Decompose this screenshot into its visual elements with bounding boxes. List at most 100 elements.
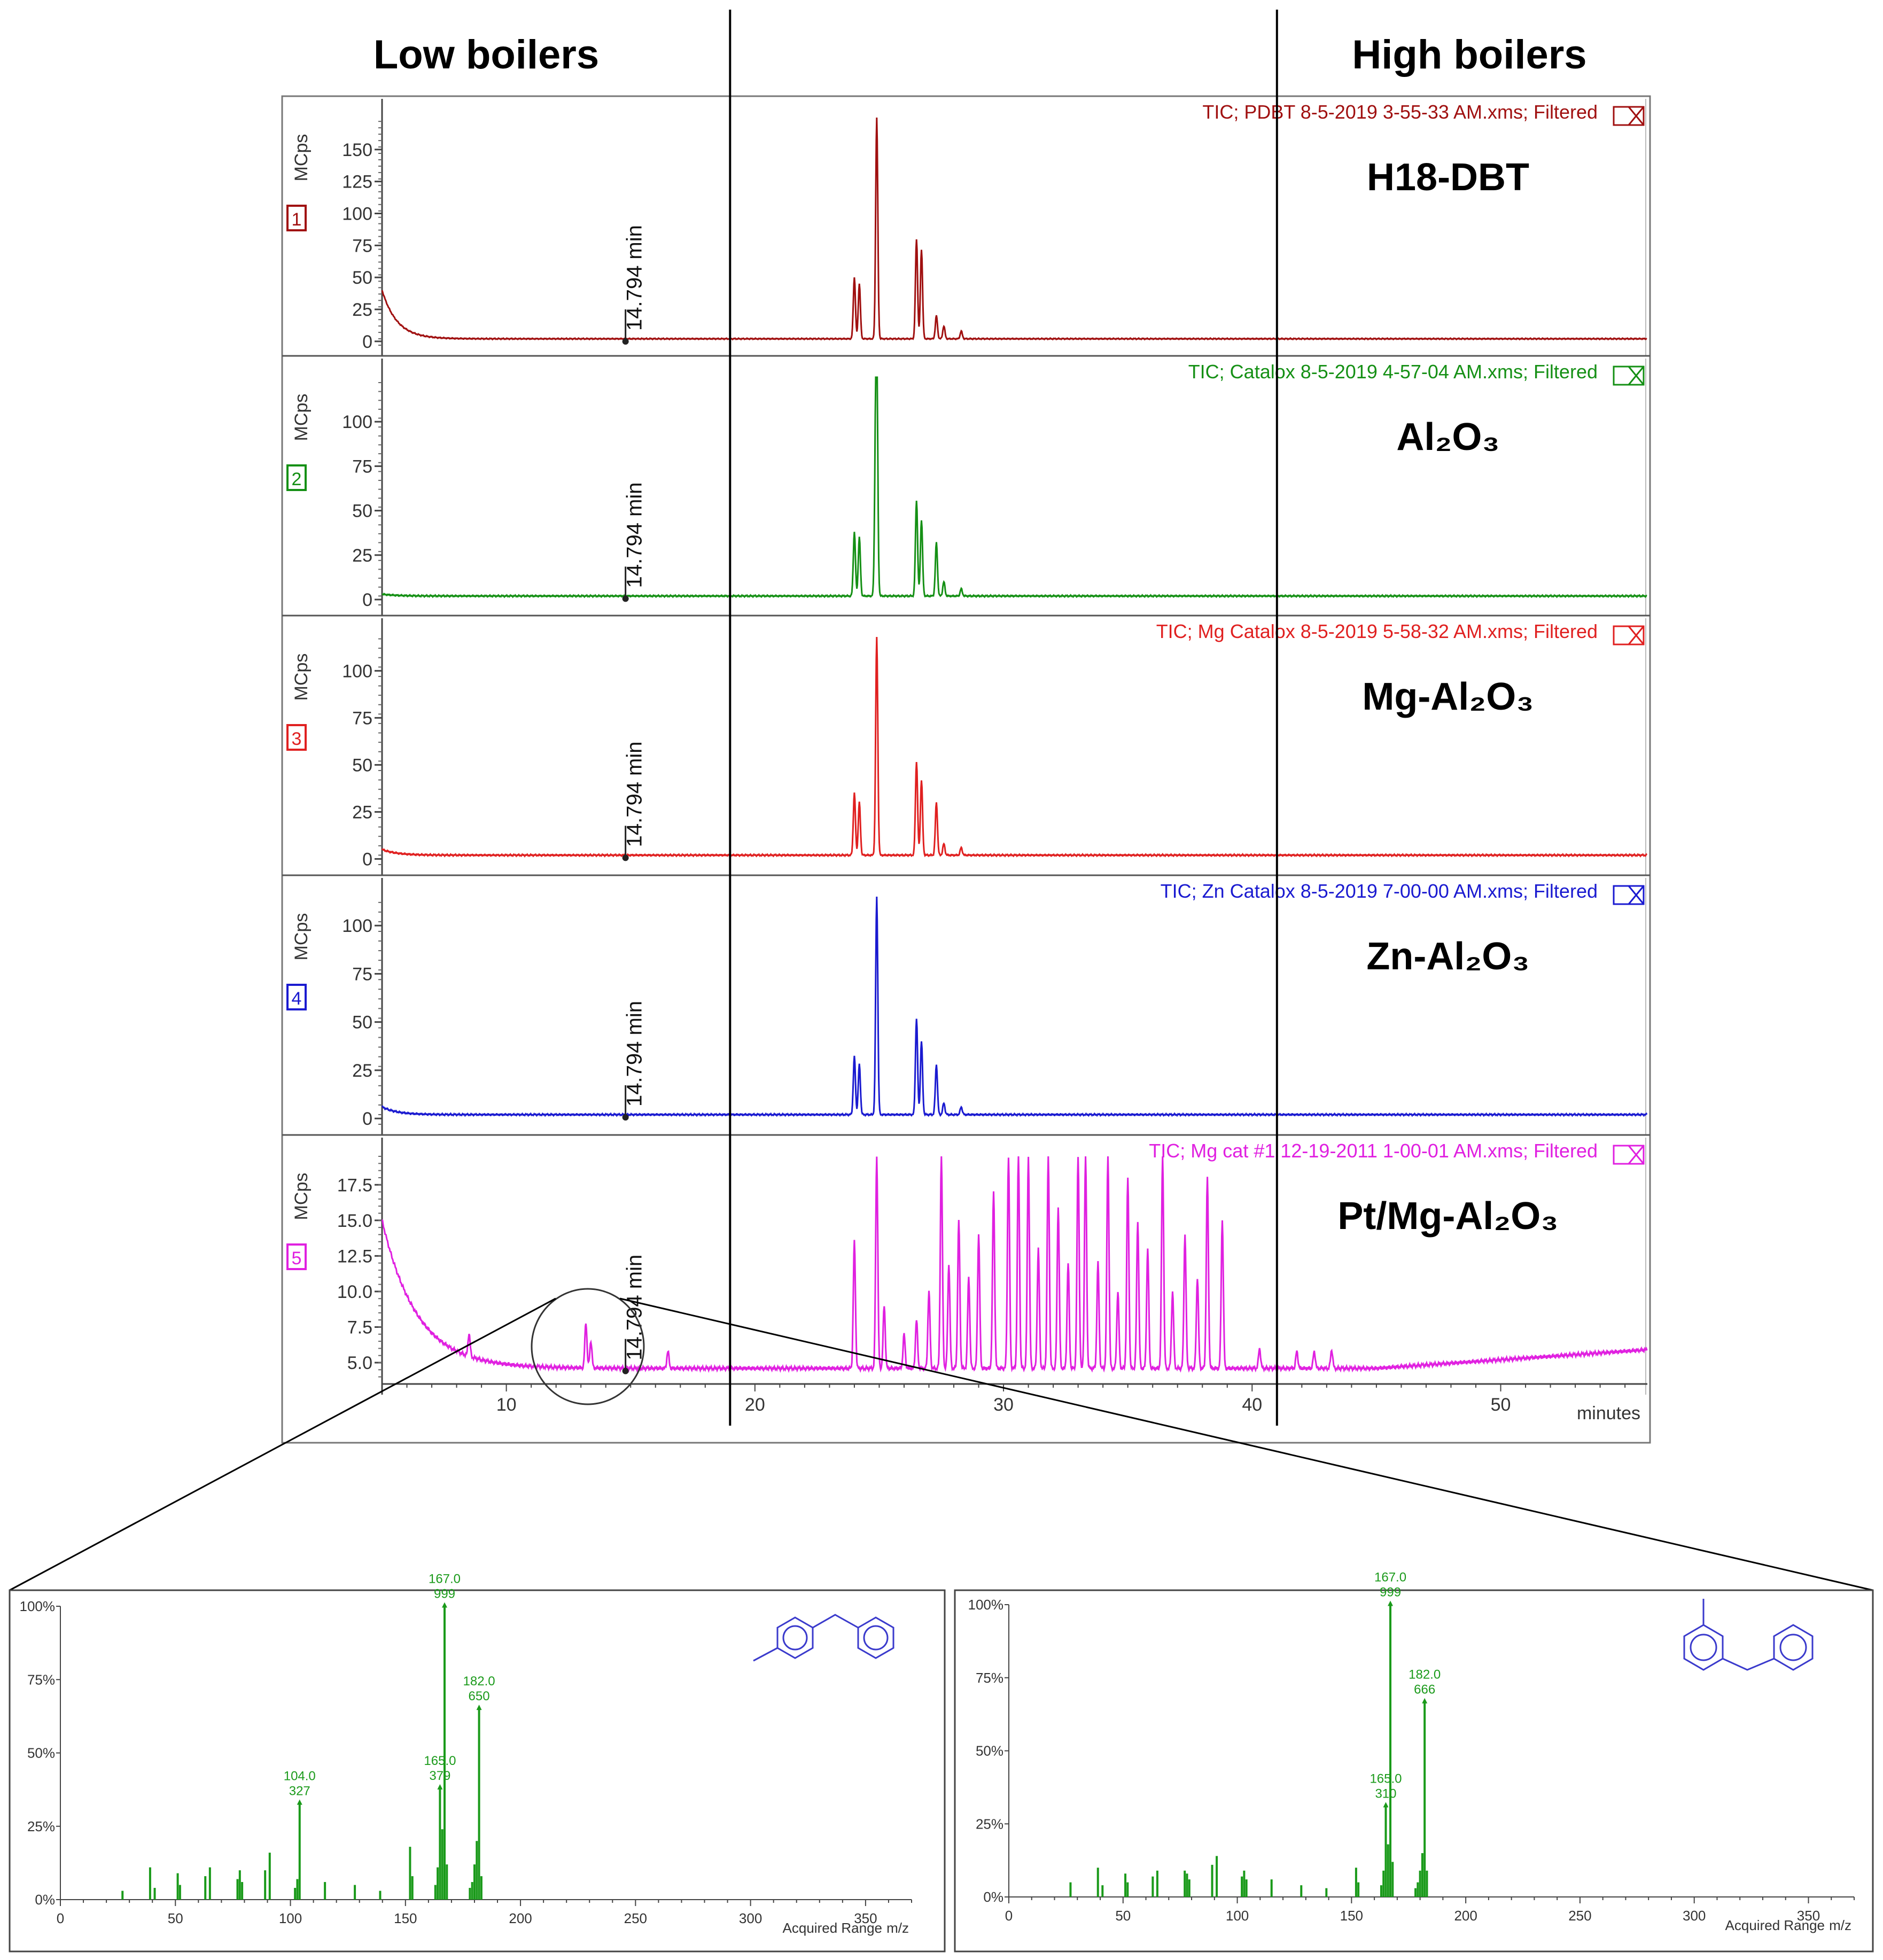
chromatogram-panel-4: 0 25 50 75 100 MCps 4 TIC; Zn Catalox 8-5-2019 … xyxy=(282,874,1650,1135)
ms-y-tick-label: 100% xyxy=(20,1598,56,1614)
y-tick-label: 25 xyxy=(352,1061,372,1081)
chromatogram-trace xyxy=(382,376,1647,598)
ms-x-tick-label: 100 xyxy=(1226,1908,1249,1924)
y-tick-label: 0 xyxy=(362,849,372,869)
y-tick-label: 25 xyxy=(352,546,372,566)
trace-index: 4 xyxy=(292,989,302,1009)
trace-header: TIC; Zn Catalox 8-5-2019 7-00-00 AM.xms;… xyxy=(1161,880,1598,902)
y-tick-label: 50 xyxy=(352,501,372,522)
y-tick-label: 7.5 xyxy=(347,1318,372,1338)
ms-y-tick-label: 75% xyxy=(976,1670,1003,1686)
x-tick-label: 20 xyxy=(745,1395,765,1415)
marker-label: 14.794 min xyxy=(623,482,647,588)
y-tick-label: 150 xyxy=(342,140,372,160)
ms-x-tick-label: 200 xyxy=(509,1910,532,1926)
zoom-circle xyxy=(531,1288,645,1405)
close-icon xyxy=(1628,1145,1645,1164)
y-axis-label: MCps xyxy=(291,654,312,701)
y-tick-label: 15.0 xyxy=(337,1211,372,1231)
ms-peak-marker xyxy=(442,1602,448,1608)
trace-index-box xyxy=(286,464,307,491)
ms-x-tick-label: 100 xyxy=(279,1910,302,1926)
y-tick-label: 25 xyxy=(352,300,372,320)
ms-peak-mz: 165.0 xyxy=(424,1754,456,1768)
chromatogram-trace xyxy=(381,1156,1648,1373)
trace-index: 3 xyxy=(292,729,302,749)
ms-peak-abundance: 999 xyxy=(434,1587,455,1601)
ms-y-tick-label: 0% xyxy=(983,1889,1003,1905)
ms-peak-abundance: 666 xyxy=(1414,1683,1435,1697)
trace-index-box xyxy=(286,1243,307,1270)
ms-y-tick-label: 0% xyxy=(35,1892,55,1908)
marker-label: 14.794 min xyxy=(623,1255,647,1360)
ms-unit: m/z xyxy=(886,1920,909,1936)
zoom-line-left xyxy=(9,1297,556,1591)
y-tick-label: 75 xyxy=(352,708,372,728)
y-axis-label: MCps xyxy=(291,1173,312,1220)
ms-y-tick-label: 50% xyxy=(976,1743,1003,1759)
ms-x-tick-label: 0 xyxy=(57,1910,64,1926)
marker-dot xyxy=(622,1367,629,1374)
y-tick-label: 75 xyxy=(352,964,372,984)
ms-range-label: Acquired Range xyxy=(1725,1917,1825,1933)
chromatogram-panel-3: 0 25 50 75 100 MCps 3 TIC; Mg Catalox 8-5-2019 … xyxy=(282,615,1650,875)
chromatogram-trace xyxy=(381,896,1648,1117)
ms-peak-mz: 182.0 xyxy=(1409,1668,1441,1682)
y-tick-label: 100 xyxy=(342,204,372,224)
y-tick-label: 0 xyxy=(362,1109,372,1129)
ms-y-tick-label: 100% xyxy=(968,1597,1004,1613)
y-tick-label: 50 xyxy=(352,755,372,775)
marker-dot xyxy=(622,854,629,861)
structure-3-methyldiphenylmethane xyxy=(1683,1599,1814,1671)
ms-x-tick-label: 50 xyxy=(168,1910,183,1926)
ms-x-tick-label: 350 xyxy=(854,1910,877,1926)
ms-y-tick-label: 75% xyxy=(27,1671,55,1687)
ms-peak-mz: 167.0 xyxy=(1374,1570,1406,1585)
marker-dot xyxy=(622,1114,629,1121)
close-icon xyxy=(1628,626,1645,645)
y-tick-label: 0 xyxy=(362,590,372,610)
heading-high-boilers: High boilers xyxy=(1352,32,1586,77)
chromatogram-trace xyxy=(381,117,1647,341)
trace-header: TIC; Mg Catalox 8-5-2019 5-58-32 AM.xms;… xyxy=(1156,620,1598,642)
ms-range-label: Acquired Range xyxy=(783,1920,882,1936)
ms-peak-mz: 165.0 xyxy=(1370,1771,1402,1786)
chromatogram-panel-5: 5.0 7.5 10.0 12.5 15.0 17.5 MCps 5 TIC; Mg cat #… xyxy=(282,1134,1650,1395)
zoom-callout xyxy=(9,1288,1873,1591)
ms-frame xyxy=(954,1589,1874,1953)
catalyst-label: Pt/Mg-Al₂O₃ xyxy=(1337,1195,1558,1238)
ms-peak-mz: 182.0 xyxy=(463,1674,495,1689)
y-tick-label: 100 xyxy=(342,412,372,432)
y-tick-label: 50 xyxy=(352,1013,372,1033)
y-tick-label: 100 xyxy=(342,661,372,681)
y-axis-label: MCps xyxy=(291,913,312,961)
ms-x-tick-label: 150 xyxy=(1340,1908,1363,1924)
marker-label: 14.794 min xyxy=(623,1001,647,1107)
time-axis: 10 20 30 40 50 minutes xyxy=(382,1383,1647,1424)
ms-x-tick-label: 150 xyxy=(394,1910,417,1926)
structure-4-methyldiphenylmethane xyxy=(753,1614,894,1662)
trace-index: 2 xyxy=(292,469,302,489)
catalyst-label: H18-DBT xyxy=(1367,156,1529,199)
ms-peak-marker xyxy=(1388,1600,1394,1606)
marker-label: 14.794 min xyxy=(623,225,647,331)
ms-peak-mz: 104.0 xyxy=(284,1769,316,1783)
chromatogram-panel-1: 0 25 50 75 100 125 150 MCps 1 TIC; PDBT 8-5-2019 … xyxy=(286,99,1647,356)
marker-dot xyxy=(622,595,629,602)
trace-close-box xyxy=(1613,365,1645,386)
ms-peak-marker xyxy=(1383,1802,1389,1808)
x-tick-label: 40 xyxy=(1242,1395,1262,1415)
trace-close-box xyxy=(1613,885,1645,905)
y-axis-label: MCps xyxy=(291,394,312,441)
ms-x-tick-label: 250 xyxy=(1568,1908,1591,1924)
catalyst-label: Al₂O₃ xyxy=(1396,416,1499,458)
chromatogram-trace xyxy=(381,636,1648,858)
y-tick-label: 10.0 xyxy=(337,1282,372,1302)
heading-low-boilers: Low boilers xyxy=(374,32,599,77)
ms-peak-abundance: 650 xyxy=(469,1689,490,1704)
x-axis-unit: minutes xyxy=(1577,1403,1640,1424)
trace-index-box xyxy=(286,724,307,751)
catalyst-label: Zn-Al₂O₃ xyxy=(1366,935,1529,978)
y-axis-label: MCps xyxy=(291,134,312,182)
